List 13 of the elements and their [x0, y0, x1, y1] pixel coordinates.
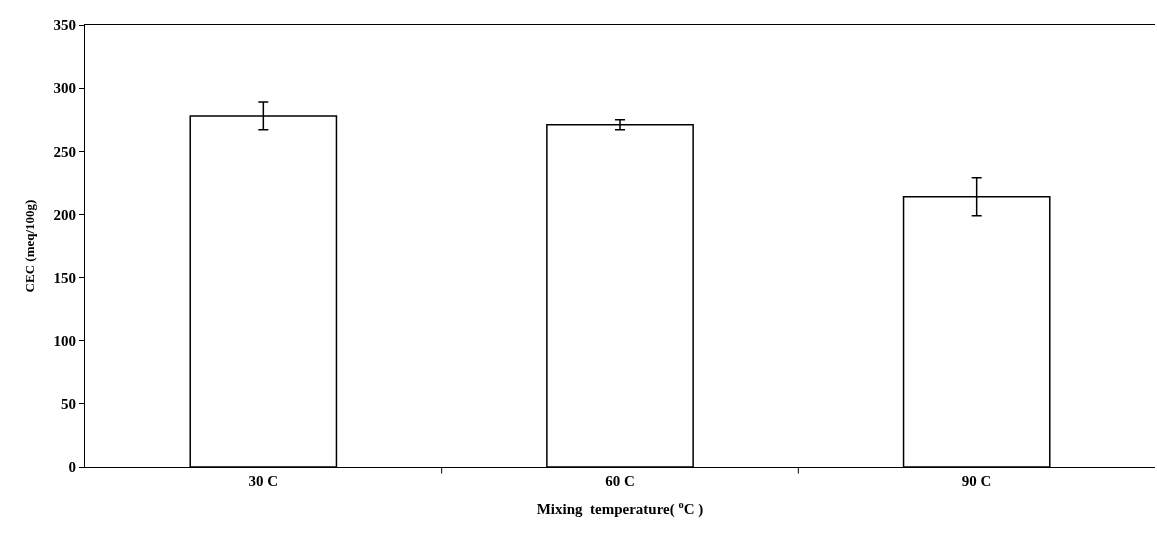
y-tick-label: 300	[53, 80, 76, 97]
y-tick-label: 50	[61, 396, 76, 413]
x-tick-label: 60 C	[605, 473, 635, 489]
y-tick-label: 150	[53, 269, 76, 286]
y-tick-label: 100	[53, 332, 76, 349]
y-tick-label: 250	[53, 143, 76, 160]
y-tick-label: 0	[68, 459, 76, 476]
x-tick-label: 30 C	[248, 473, 279, 489]
y-tick-label: 350	[53, 17, 76, 34]
y-tick-label: 200	[53, 206, 76, 223]
y-axis-title: CEC (meq/100g)	[22, 199, 38, 293]
x-tick-label: 90 C	[961, 473, 992, 489]
x-axis-title: Mixing temperature( $^{o}$C )	[536, 498, 704, 518]
